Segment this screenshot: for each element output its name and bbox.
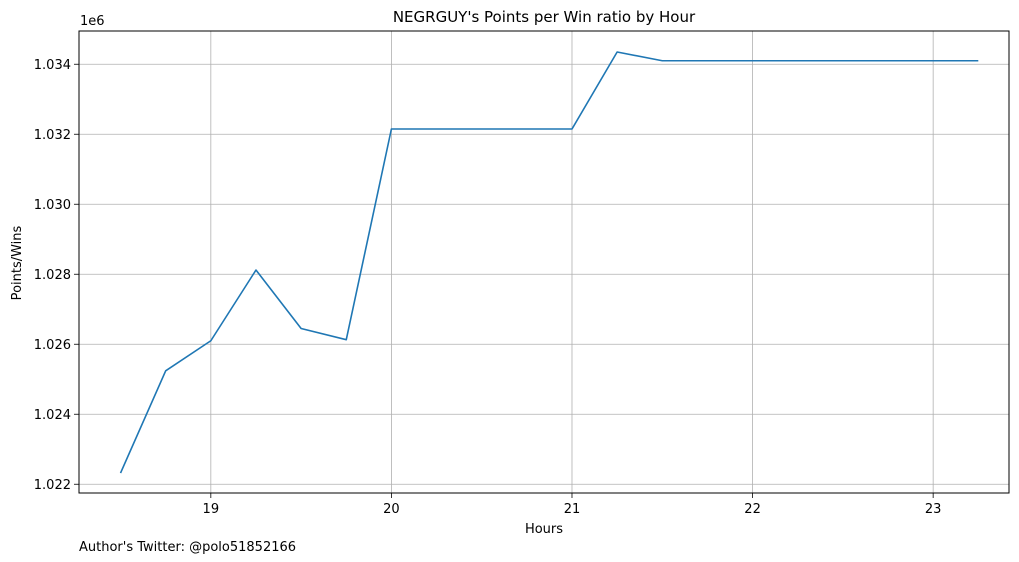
y-axis-ticks: 1.022 1.024 1.026 1.028 1.030 1.032 1.034 — [34, 58, 79, 493]
y-axis-label: Points/Wins — [10, 225, 25, 300]
chart-title: NEGRGUY's Points per Win ratio by Hour — [393, 8, 696, 26]
x-tick-label: 20 — [383, 502, 400, 517]
y-tick-label: 1.026 — [34, 338, 71, 353]
grid-lines — [79, 31, 1009, 493]
y-tick-label: 1.028 — [34, 268, 71, 283]
series-layer — [119, 51, 979, 474]
author-footer-text: Author's Twitter: @polo51852166 — [79, 540, 296, 555]
y-tick-label: 1.024 — [34, 408, 71, 423]
y-axis-offset-label: 1e6 — [80, 14, 105, 29]
y-tick-label: 1.032 — [34, 128, 71, 143]
series-line — [119, 51, 979, 474]
x-tick-label: 22 — [744, 502, 761, 517]
y-tick-label: 1.030 — [34, 198, 71, 213]
y-tick-label: 1.034 — [34, 58, 71, 73]
x-tick-label: 19 — [203, 502, 220, 517]
x-tick-label: 21 — [564, 502, 581, 517]
x-axis-label: Hours — [525, 522, 563, 537]
x-axis-ticks: 19 20 21 22 23 — [203, 493, 942, 517]
y-tick-label: 1.022 — [34, 478, 71, 493]
plot-area-frame — [78, 30, 1010, 494]
x-tick-label: 23 — [925, 502, 942, 517]
